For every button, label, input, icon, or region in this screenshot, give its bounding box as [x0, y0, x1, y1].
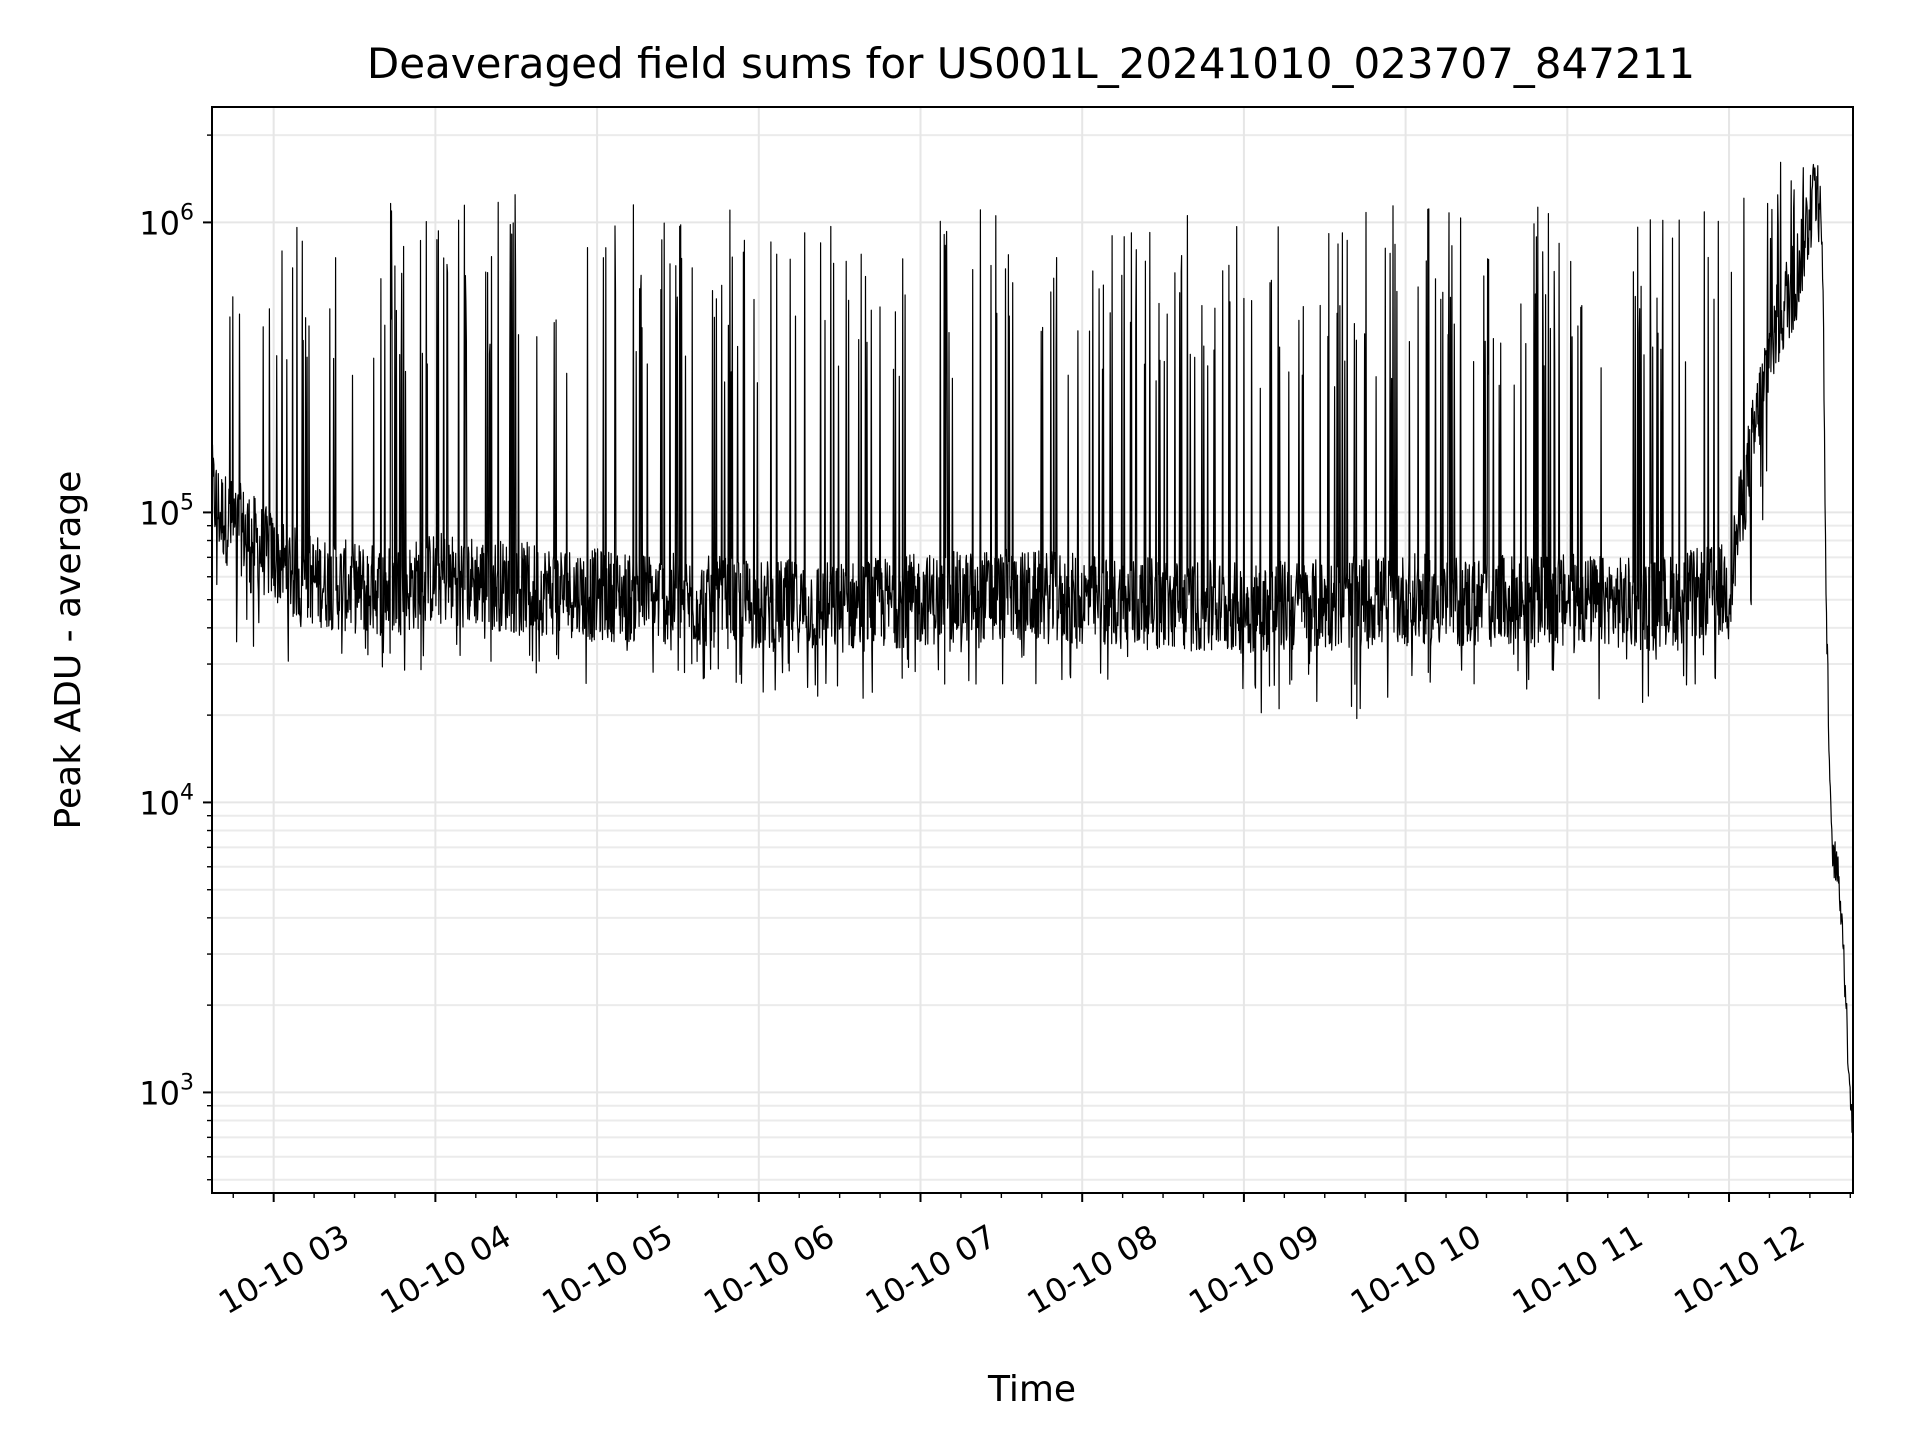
y-tick-label: 105 [139, 490, 194, 532]
series-layer [211, 161, 1854, 1153]
y-tick-label: 106 [139, 200, 194, 242]
chart-title: Deaveraged field sums for US001L_2024101… [367, 39, 1695, 88]
grid [212, 107, 1853, 1193]
y-axis-label: Peak ADU - average [48, 471, 89, 830]
y-tick-label: 103 [139, 1070, 194, 1112]
x-axis-label: Time [987, 1369, 1076, 1410]
y-tick-label: 104 [139, 780, 194, 822]
series-line-0 [211, 161, 1854, 1153]
plot-frame [211, 106, 1854, 1194]
